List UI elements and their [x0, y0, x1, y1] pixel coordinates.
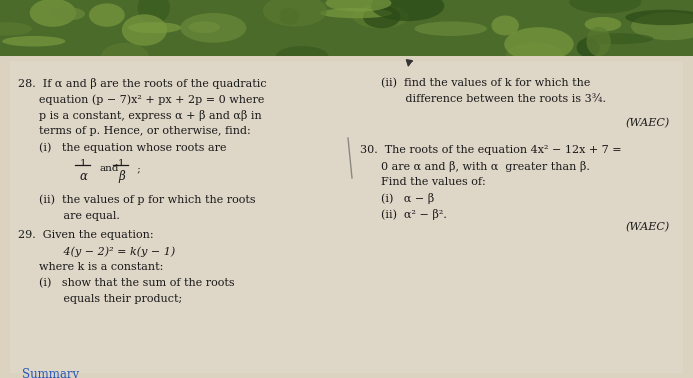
Text: (i)   the equation whose roots are: (i) the equation whose roots are — [18, 142, 227, 153]
Ellipse shape — [2, 36, 65, 46]
Text: Summary: Summary — [22, 368, 79, 378]
Text: 30.  The roots of the equation 4x² − 12x + 7 =: 30. The roots of the equation 4x² − 12x … — [360, 145, 622, 155]
Text: (i)   show that the sum of the roots: (i) show that the sum of the roots — [18, 278, 235, 288]
Text: 29.  Given the equation:: 29. Given the equation: — [18, 230, 154, 240]
Ellipse shape — [0, 22, 32, 36]
Text: (ii)  the values of p for which the roots: (ii) the values of p for which the roots — [18, 195, 256, 205]
Text: (ii)  α² − β².: (ii) α² − β². — [360, 209, 447, 220]
Text: 1: 1 — [80, 159, 87, 168]
Ellipse shape — [585, 17, 622, 31]
Ellipse shape — [326, 0, 392, 12]
Ellipse shape — [320, 8, 392, 18]
Text: α: α — [80, 170, 88, 183]
Text: 28.  If α and β are the roots of the quadratic: 28. If α and β are the roots of the quad… — [18, 78, 267, 89]
Ellipse shape — [180, 13, 247, 43]
Bar — [0, 0, 693, 58]
Text: difference between the roots is 3¾.: difference between the roots is 3¾. — [360, 94, 606, 104]
Bar — [10, 61, 683, 373]
Ellipse shape — [279, 8, 299, 25]
Text: equation (p − 7)x² + px + 2p = 0 where: equation (p − 7)x² + px + 2p = 0 where — [18, 94, 264, 105]
Text: equals their product;: equals their product; — [18, 294, 182, 304]
Text: p is a constant, express α + β and αβ in: p is a constant, express α + β and αβ in — [18, 110, 262, 121]
Text: terms of p. Hence, or otherwise, find:: terms of p. Hence, or otherwise, find: — [18, 126, 251, 136]
Bar — [0, 56, 693, 378]
Text: 4(y − 2)² = k(y − 1): 4(y − 2)² = k(y − 1) — [18, 246, 175, 257]
Ellipse shape — [505, 42, 563, 71]
Text: β: β — [118, 170, 125, 183]
Text: 0 are α and β, with α  greater than β.: 0 are α and β, with α greater than β. — [360, 161, 590, 172]
Text: 1: 1 — [118, 159, 125, 168]
Text: where k is a constant:: where k is a constant: — [18, 262, 164, 272]
Text: (WAEC): (WAEC) — [626, 222, 670, 232]
Ellipse shape — [276, 46, 328, 67]
Ellipse shape — [263, 0, 327, 26]
Text: are equal.: are equal. — [18, 211, 120, 221]
Ellipse shape — [505, 27, 574, 61]
Ellipse shape — [30, 0, 76, 27]
Ellipse shape — [122, 14, 167, 46]
Ellipse shape — [128, 22, 182, 33]
Text: Find the values of:: Find the values of: — [360, 177, 486, 187]
Ellipse shape — [577, 38, 600, 57]
Ellipse shape — [138, 0, 170, 24]
Ellipse shape — [631, 12, 693, 40]
Ellipse shape — [491, 15, 519, 36]
Ellipse shape — [363, 6, 401, 28]
Ellipse shape — [188, 22, 220, 33]
Ellipse shape — [586, 27, 611, 56]
Text: (i)   α − β: (i) α − β — [360, 193, 435, 204]
Text: (ii)  find the values of k for which the: (ii) find the values of k for which the — [360, 78, 590, 88]
Ellipse shape — [414, 22, 487, 36]
Ellipse shape — [352, 5, 408, 28]
Text: ;: ; — [134, 164, 141, 173]
Text: and: and — [100, 164, 119, 173]
Text: (WAEC): (WAEC) — [626, 118, 670, 128]
Ellipse shape — [89, 3, 125, 27]
Ellipse shape — [584, 33, 653, 44]
Ellipse shape — [625, 10, 693, 25]
Ellipse shape — [371, 0, 444, 21]
Ellipse shape — [101, 43, 149, 71]
Ellipse shape — [569, 0, 641, 14]
Ellipse shape — [50, 7, 85, 20]
